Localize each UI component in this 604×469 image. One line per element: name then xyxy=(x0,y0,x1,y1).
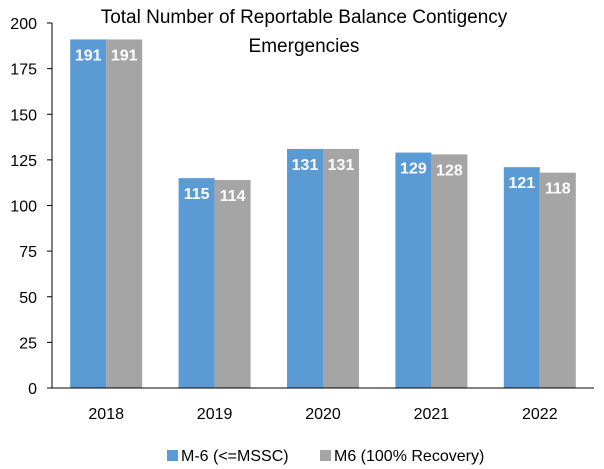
bar-2018-series-1 xyxy=(106,39,143,389)
bar-2021-series-0 xyxy=(395,152,432,388)
data-labels: 191 191 115 114 131 131 129 128 121 118 xyxy=(75,47,571,205)
y-tick-label-0: 0 xyxy=(28,381,37,398)
y-tick-label-50: 50 xyxy=(19,290,37,307)
bar-2022-series-0 xyxy=(503,167,540,388)
legend-label-m6-mssc: M-6 (<=MSSC) xyxy=(181,448,289,465)
bar-2020-series-0 xyxy=(287,148,323,388)
data-label-2018-series-1: 191 xyxy=(111,47,138,64)
x-tick-labels: 2018 2019 2020 2021 2022 xyxy=(88,406,557,423)
bar-2019-series-0 xyxy=(178,178,215,388)
bar-2020-series-1 xyxy=(323,148,359,388)
y-tick-label-200: 200 xyxy=(10,16,37,33)
bars-layer xyxy=(70,39,576,389)
data-label-2020-series-1: 131 xyxy=(328,157,355,174)
data-label-2022-series-0: 121 xyxy=(508,175,535,192)
data-label-2018-series-0: 191 xyxy=(75,47,102,64)
x-tick-label-2020: 2020 xyxy=(305,406,341,423)
x-tick-label-2021: 2021 xyxy=(414,406,450,423)
data-label-2021-series-0: 129 xyxy=(400,161,427,178)
y-tick-label-25: 25 xyxy=(19,335,37,352)
y-tick-label-175: 175 xyxy=(10,62,37,79)
bar-2021-series-1 xyxy=(431,154,468,388)
x-tick-label-2018: 2018 xyxy=(88,406,124,423)
bar-2019-series-1 xyxy=(214,179,251,388)
chart-title-line-1: Total Number of Reportable Balance Conti… xyxy=(101,7,508,28)
bar-2022-series-1 xyxy=(539,172,576,388)
legend: M-6 (<=MSSC) M6 (100% Recovery) xyxy=(167,448,484,465)
chart-title: Total Number of Reportable Balance Conti… xyxy=(101,7,508,57)
y-tick-label-150: 150 xyxy=(10,107,37,124)
legend-swatch-m6-recovery xyxy=(320,450,331,461)
x-tick-label-2022: 2022 xyxy=(522,406,558,423)
legend-swatch-m6-mssc xyxy=(167,450,178,461)
y-tick-labels: 0 25 50 75 100 125 150 175 200 xyxy=(10,16,52,398)
y-tick-label-75: 75 xyxy=(19,244,37,261)
x-tick-label-2019: 2019 xyxy=(197,406,233,423)
data-label-2022-series-1: 118 xyxy=(545,181,571,198)
data-label-2019-series-1: 114 xyxy=(220,188,246,205)
data-label-2020-series-0: 131 xyxy=(292,157,319,174)
y-tick-label-100: 100 xyxy=(10,199,37,216)
y-tick-label-125: 125 xyxy=(10,153,37,170)
data-label-2021-series-1: 128 xyxy=(436,162,463,179)
bar-2018-series-0 xyxy=(70,39,107,389)
chart-title-line-2: Emergencies xyxy=(249,36,360,57)
legend-label-m6-recovery: M6 (100% Recovery) xyxy=(334,448,484,465)
data-label-2019-series-0: 115 xyxy=(184,186,210,203)
